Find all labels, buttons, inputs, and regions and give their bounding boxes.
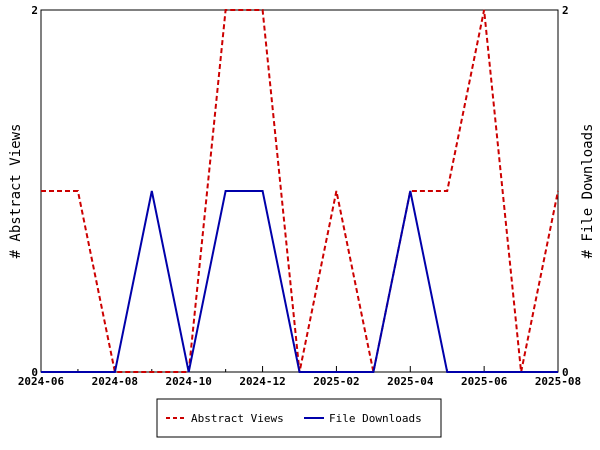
x-axis-ticks: 2024-06 2024-08 2024-10 2024-12 2025-02 2025-… bbox=[18, 366, 581, 388]
x-tick-label: 2024-06 bbox=[18, 375, 65, 388]
x-tick-label: 2025-02 bbox=[313, 375, 359, 388]
y2-axis-title: # File Downloads bbox=[580, 124, 596, 259]
legend-label-abstract-views: Abstract Views bbox=[191, 412, 284, 425]
x-tick-label: 2025-06 bbox=[461, 375, 508, 388]
x-tick-label: 2024-12 bbox=[239, 375, 285, 388]
legend-box bbox=[156, 398, 442, 438]
legend: Abstract Views File Downloads bbox=[156, 398, 442, 438]
legend-label-file-downloads: File Downloads bbox=[329, 412, 422, 425]
x-tick-label: 2025-08 bbox=[535, 375, 581, 388]
series-line-abstract-views bbox=[41, 9, 559, 373]
series-layer bbox=[41, 9, 559, 373]
y-tick-label: 2 bbox=[31, 4, 38, 17]
x-tick-label: 2024-10 bbox=[166, 375, 212, 388]
plot-frame bbox=[40, 9, 559, 373]
y-axis-ticks: 0 2 0 2 bbox=[31, 4, 568, 379]
series-line-file-downloads bbox=[41, 190, 558, 373]
x-tick-label: 2025-04 bbox=[387, 375, 434, 388]
y-tick-label: 0 bbox=[31, 366, 38, 379]
y2-tick-label: 2 bbox=[562, 4, 569, 17]
y-axis-title: # Abstract Views bbox=[8, 124, 24, 259]
y2-tick-label: 0 bbox=[562, 366, 569, 379]
x-tick-label: 2024-08 bbox=[92, 375, 138, 388]
